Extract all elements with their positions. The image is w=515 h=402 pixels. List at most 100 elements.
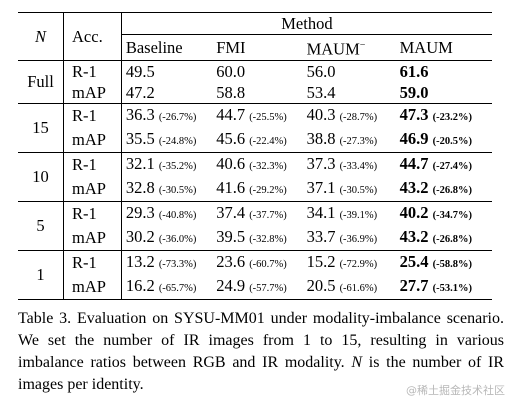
value-change: (-30.5%) (158, 184, 197, 196)
metric-cell: R-1 (63, 151, 122, 177)
table-row: mAP 30.2 (-36.0%) 39.5 (-32.8%) 33.7 (-36.9… (18, 225, 492, 251)
value-main: 38.8 (306, 128, 336, 148)
value-cell: 43.2 (-26.8%) (396, 177, 492, 202)
value-main: 37.4 (216, 202, 246, 222)
value-main: 44.7 (399, 153, 429, 173)
value-main: 37.1 (306, 177, 336, 197)
value-main: 24.9 (216, 275, 246, 295)
value-change: (-26.8%) (432, 233, 473, 245)
group-n-cell: 5 (18, 200, 65, 250)
value-cell: 45.6 (-22.4%) (212, 128, 302, 153)
value-cell: 56.0 (302, 59, 396, 82)
caption-n-symbol: N (351, 354, 363, 371)
table-row: 5 R-1 29.3 (-40.8%) 37.4 (-37.7%) 34.1 (-39.… (18, 200, 492, 250)
value-cell: 29.3 (-40.8%) (121, 200, 213, 226)
value-change: (-22.4%) (249, 135, 287, 147)
value-cell: 25.4 (-58.8%) (395, 249, 492, 275)
value-main: 32.8 (125, 177, 155, 197)
value-main: 53.4 (306, 82, 336, 102)
value-main: 30.2 (125, 226, 155, 246)
value-cell: 34.1 (-39.1%) (302, 200, 396, 226)
value-cell: 38.8 (-27.3%) (303, 128, 396, 153)
value-cell: 23.6 (-60.7%) (212, 249, 303, 275)
watermark: @稀土掘金技术社区 (406, 384, 505, 397)
value-change: (-73.3%) (158, 258, 197, 270)
value-change: (-35.2%) (158, 160, 197, 172)
value-main: 56.0 (306, 61, 336, 81)
table-caption: Table 3. Evaluation on SYSU-MM01 under m… (18, 308, 504, 396)
value-cell: 39.5 (-32.8%) (212, 226, 302, 251)
value-main: 41.6 (216, 177, 246, 197)
value-main: 40.6 (216, 153, 246, 173)
value-main: 23.6 (216, 251, 246, 271)
group-n-cell: 15 (18, 102, 65, 152)
value-main: 34.1 (306, 202, 336, 222)
header-method: Method (121, 12, 492, 35)
value-cell: 58.8 (212, 82, 302, 104)
value-change: (-27.4%) (432, 160, 473, 172)
value-main: 43.2 (399, 226, 429, 246)
value-main: 29.3 (125, 202, 155, 222)
value-main: 35.5 (125, 128, 155, 148)
metric-cell: R-1 (63, 102, 122, 128)
value-change: (-32.8%) (249, 233, 287, 245)
table-row: mAP 47.2 58.8 53.4 59.0 (18, 81, 492, 104)
value-cell: 30.2 (-36.0%) (121, 226, 212, 251)
value-change: (-26.7%) (158, 111, 197, 123)
table-row: mAP 32.8 (-30.5%) 41.6 (-29.2%) 37.1 (-30.5… (18, 176, 492, 202)
value-main: 47.2 (125, 82, 155, 102)
value-cell: 40.3 (-28.7%) (302, 102, 396, 128)
value-cell: 61.6 (395, 59, 492, 82)
value-main: 47.3 (399, 104, 429, 124)
value-cell: 27.7 (-53.1%) (396, 275, 492, 300)
value-change: (-53.1%) (432, 282, 473, 294)
value-cell: 47.3 (-23.2%) (395, 102, 492, 128)
value-change: (-39.1%) (339, 209, 378, 221)
value-change: (-72.9%) (339, 258, 378, 270)
value-change: (-25.5%) (249, 111, 287, 123)
value-change: (-26.8%) (432, 184, 473, 196)
value-main: 33.7 (306, 226, 336, 246)
value-cell: 36.3 (-26.7%) (121, 102, 213, 128)
value-cell: 32.1 (-35.2%) (121, 151, 213, 177)
header-col-maum-minus-sup: − (359, 40, 366, 51)
header-row-columns: Baseline FMI MAUM− MAUM (18, 35, 492, 61)
metric-cell: mAP (63, 274, 122, 299)
value-cell: 53.4 (303, 82, 396, 104)
value-main: 40.3 (306, 104, 336, 124)
value-cell: 43.2 (-26.8%) (396, 226, 492, 251)
value-change: (-28.7%) (339, 111, 378, 123)
value-change: (-60.7%) (249, 258, 287, 270)
value-main: 58.8 (216, 82, 246, 102)
metric-cell: mAP (63, 225, 122, 250)
value-cell: 41.6 (-29.2%) (212, 177, 302, 202)
value-change: (-58.8%) (432, 258, 473, 270)
value-main: 25.4 (399, 251, 429, 271)
value-cell: 49.5 (121, 59, 213, 82)
header-col-fmi: FMI (216, 37, 246, 57)
value-main: 27.7 (399, 275, 429, 295)
group-n-cell: 1 (18, 249, 65, 299)
value-cell: 59.0 (396, 82, 492, 104)
value-cell: 35.5 (-24.8%) (121, 128, 212, 153)
value-main: 37.3 (306, 153, 336, 173)
value-main: 32.1 (125, 153, 155, 173)
value-main: 13.2 (125, 251, 155, 271)
header-n: N (18, 12, 65, 60)
value-cell: 40.2 (-34.7%) (395, 200, 492, 226)
value-cell: 13.2 (-73.3%) (121, 249, 213, 275)
value-cell: 20.5 (-61.6%) (303, 275, 396, 300)
header-col-maum-minus: MAUM− (303, 35, 396, 61)
value-main: 44.7 (216, 104, 246, 124)
value-cell: 33.7 (-36.9%) (303, 226, 396, 251)
value-main: 59.0 (399, 82, 429, 102)
value-change: (-37.7%) (249, 209, 287, 221)
header-col-maum: MAUM (399, 37, 453, 57)
value-change: (-24.8%) (158, 135, 197, 147)
value-cell: 24.9 (-57.7%) (212, 275, 302, 300)
value-cell: 16.2 (-65.7%) (121, 275, 212, 300)
metric-cell: R-1 (63, 59, 122, 82)
value-cell: 60.0 (212, 59, 303, 82)
header-row-method: N Acc. Method (18, 12, 492, 60)
value-main: 15.2 (306, 251, 336, 271)
